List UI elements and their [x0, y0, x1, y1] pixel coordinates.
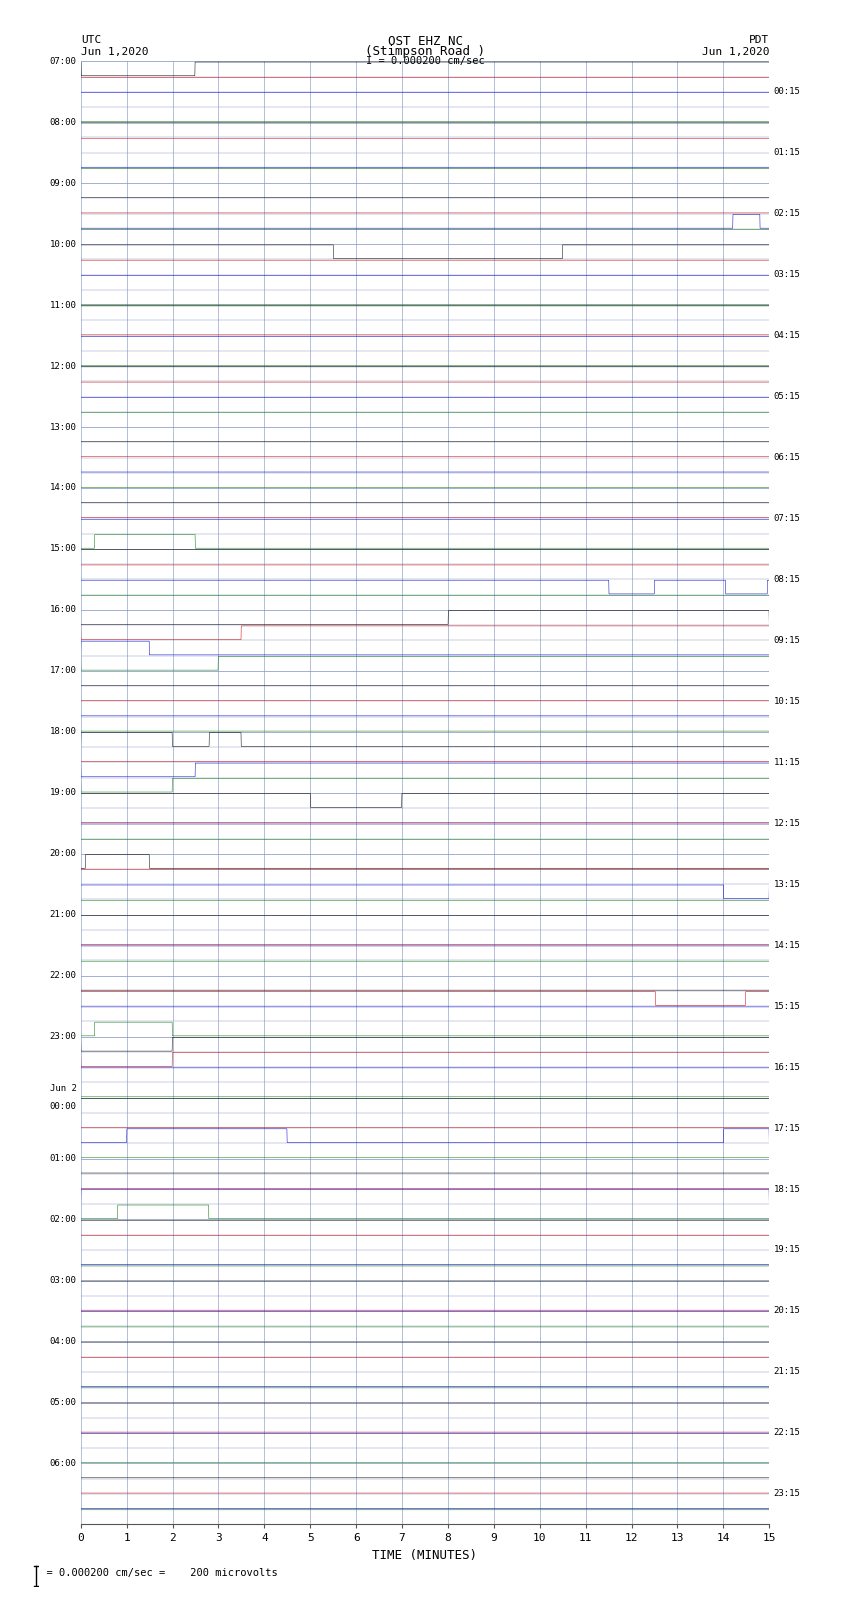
Text: 13:15: 13:15	[774, 879, 801, 889]
Text: 11:00: 11:00	[49, 300, 76, 310]
Text: 03:15: 03:15	[774, 269, 801, 279]
Text: 22:00: 22:00	[49, 971, 76, 981]
Text: 02:00: 02:00	[49, 1215, 76, 1224]
Text: UTC: UTC	[81, 35, 101, 45]
Text: 07:15: 07:15	[774, 515, 801, 523]
Text: (Stimpson Road ): (Stimpson Road )	[365, 45, 485, 58]
Text: 00:00: 00:00	[49, 1102, 76, 1111]
Text: Jun 1,2020: Jun 1,2020	[702, 47, 769, 56]
Text: 09:15: 09:15	[774, 636, 801, 645]
Text: 22:15: 22:15	[774, 1429, 801, 1437]
Text: 18:00: 18:00	[49, 727, 76, 736]
Text: 06:00: 06:00	[49, 1458, 76, 1468]
Text: 05:00: 05:00	[49, 1398, 76, 1407]
Text: 09:00: 09:00	[49, 179, 76, 187]
Text: 12:00: 12:00	[49, 361, 76, 371]
Text: 12:15: 12:15	[774, 819, 801, 827]
Text: 10:15: 10:15	[774, 697, 801, 706]
Text: 21:00: 21:00	[49, 910, 76, 919]
Text: 19:15: 19:15	[774, 1245, 801, 1255]
Text: 17:15: 17:15	[774, 1124, 801, 1132]
Text: 01:15: 01:15	[774, 148, 801, 156]
Text: 00:15: 00:15	[774, 87, 801, 97]
Text: OST EHZ NC: OST EHZ NC	[388, 35, 462, 48]
Text: 21:15: 21:15	[774, 1368, 801, 1376]
Text: 10:00: 10:00	[49, 240, 76, 248]
Text: 18:15: 18:15	[774, 1184, 801, 1194]
Text: 20:15: 20:15	[774, 1307, 801, 1316]
Text: 14:15: 14:15	[774, 940, 801, 950]
Text: 03:00: 03:00	[49, 1276, 76, 1286]
Text: 16:00: 16:00	[49, 605, 76, 615]
Text: 16:15: 16:15	[774, 1063, 801, 1071]
Text: 02:15: 02:15	[774, 210, 801, 218]
Text: 04:15: 04:15	[774, 331, 801, 340]
Text: 08:00: 08:00	[49, 118, 76, 127]
Text: 23:15: 23:15	[774, 1489, 801, 1498]
X-axis label: TIME (MINUTES): TIME (MINUTES)	[372, 1548, 478, 1561]
Text: Jun 1,2020: Jun 1,2020	[81, 47, 148, 56]
Text: Jun 2: Jun 2	[49, 1084, 76, 1092]
Text: 19:00: 19:00	[49, 789, 76, 797]
Text: PDT: PDT	[749, 35, 769, 45]
Text: 15:00: 15:00	[49, 545, 76, 553]
Text: 13:00: 13:00	[49, 423, 76, 432]
Text: 01:00: 01:00	[49, 1153, 76, 1163]
Text: = 0.000200 cm/sec =    200 microvolts: = 0.000200 cm/sec = 200 microvolts	[34, 1568, 278, 1578]
Text: 14:00: 14:00	[49, 484, 76, 492]
Text: 07:00: 07:00	[49, 56, 76, 66]
Text: 15:15: 15:15	[774, 1002, 801, 1011]
Text: 08:15: 08:15	[774, 574, 801, 584]
Text: 06:15: 06:15	[774, 453, 801, 461]
Text: I = 0.000200 cm/sec: I = 0.000200 cm/sec	[366, 56, 484, 66]
Text: 05:15: 05:15	[774, 392, 801, 402]
Text: 04:00: 04:00	[49, 1337, 76, 1345]
Text: 11:15: 11:15	[774, 758, 801, 766]
Text: 17:00: 17:00	[49, 666, 76, 676]
Text: 20:00: 20:00	[49, 850, 76, 858]
Text: 23:00: 23:00	[49, 1032, 76, 1040]
